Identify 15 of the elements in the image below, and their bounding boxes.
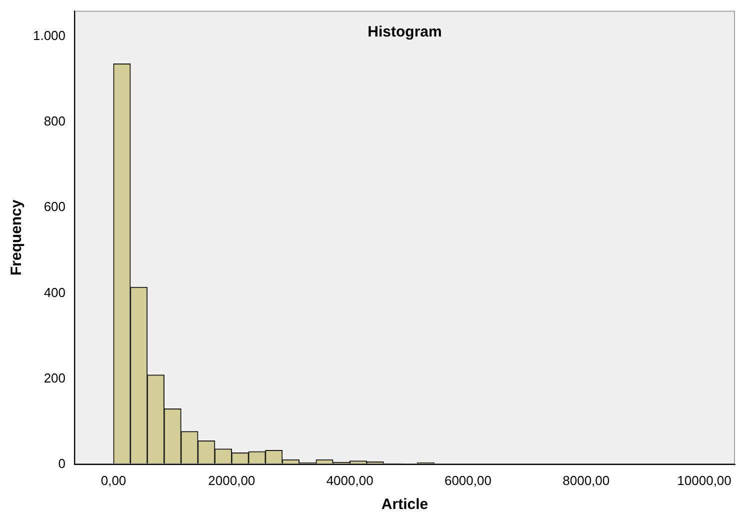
y-tick-label: 800 <box>44 114 66 129</box>
x-tick-label: 6000,00 <box>444 472 492 488</box>
x-tick-label: 10000,00 <box>677 472 732 488</box>
y-tick-label: 0 <box>58 456 66 471</box>
y-tick-label: 200 <box>44 370 66 386</box>
x-tick-label: 8000,00 <box>562 472 610 488</box>
x-tick-label: 2000,00 <box>208 472 256 488</box>
y-tick-label: 400 <box>44 284 66 300</box>
x-tick-label: 4000,00 <box>326 472 374 488</box>
y-tick-label: 1.000 <box>32 28 66 44</box>
text: Histogram <box>368 23 442 40</box>
x-tick-label: 0,00 <box>100 472 126 488</box>
x-axis-title: Article <box>381 496 428 514</box>
y-tick-label: 600 <box>44 199 66 214</box>
y-axis-title: Frequency <box>8 199 26 276</box>
